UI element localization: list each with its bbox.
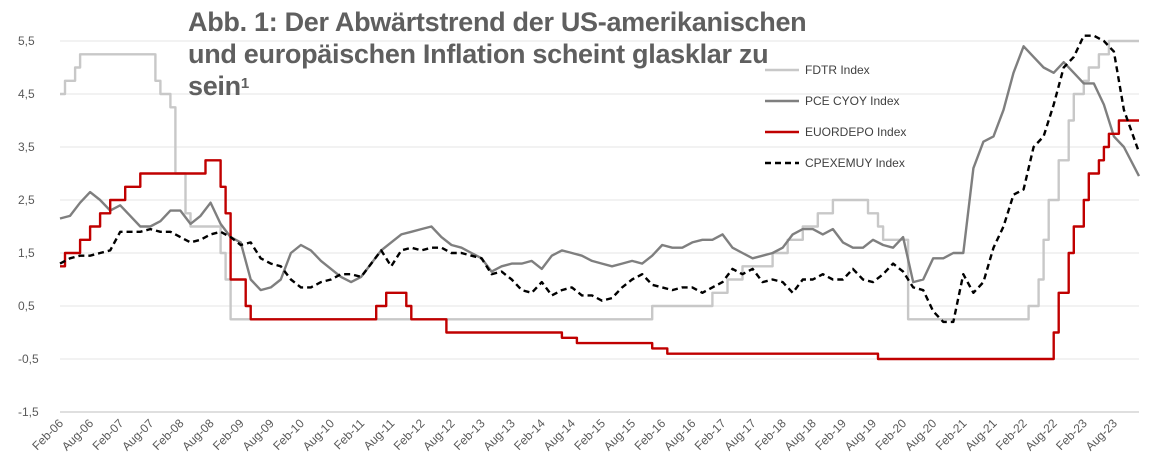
x-tick-label: Feb-16 — [632, 416, 669, 453]
x-tick-label: Aug-22 — [1023, 416, 1060, 453]
y-tick-label: 4,5 — [18, 87, 35, 101]
y-tick-label: 3,5 — [18, 140, 35, 154]
x-tick-label: Aug-09 — [240, 416, 277, 453]
x-tick-label: Aug-21 — [962, 416, 999, 453]
x-tick-label: Aug-19 — [842, 416, 879, 453]
x-axis-ticks: Feb-06Aug-06Feb-07Aug-07Feb-08Aug-08Feb-… — [29, 416, 1120, 453]
series-line — [60, 119, 1139, 361]
y-axis-ticks: 5,5 4,5 3,5 2,5 1,5 0,5 -0,5 -1,5 — [18, 34, 39, 419]
x-tick-label: Aug-16 — [661, 416, 698, 453]
series-line — [60, 39, 1139, 321]
x-tick-label: Feb-13 — [451, 416, 488, 453]
x-tick-label: Feb-18 — [752, 416, 789, 453]
series-line — [59, 45, 1141, 292]
legend: FDTR Index PCE CYOY Index EUORDEPO Index CP… — [765, 63, 906, 170]
y-tick-label: -0,5 — [18, 352, 39, 366]
x-tick-label: Feb-23 — [1053, 416, 1090, 453]
x-tick-label: Feb-20 — [872, 416, 909, 453]
legend-label: PCE CYOY Index — [805, 94, 900, 108]
y-tick-label: 0,5 — [18, 299, 35, 313]
x-tick-label: Aug-07 — [119, 416, 156, 453]
x-tick-label: Aug-14 — [541, 416, 578, 453]
x-tick-label: Aug-23 — [1083, 416, 1120, 453]
y-tick-label: 5,5 — [18, 34, 35, 48]
x-tick-label: Aug-15 — [601, 416, 638, 453]
x-tick-label: Aug-10 — [300, 416, 337, 453]
x-tick-label: Feb-09 — [210, 416, 247, 453]
grid — [60, 40, 1139, 413]
x-tick-label: Aug-08 — [179, 416, 216, 453]
x-tick-label: Feb-08 — [150, 416, 187, 453]
chart-title: Abb. 1: Der Abwärtstrend der US-amerikan… — [188, 6, 828, 102]
chart-title-footnote: 1 — [240, 75, 249, 92]
x-tick-label: Feb-21 — [933, 416, 970, 453]
x-tick-label: Feb-06 — [29, 416, 66, 453]
x-tick-label: Aug-12 — [420, 416, 457, 453]
x-tick-label: Feb-19 — [812, 416, 849, 453]
x-tick-label: Feb-12 — [391, 416, 428, 453]
x-tick-label: Feb-15 — [571, 416, 608, 453]
x-tick-label: Aug-17 — [721, 416, 758, 453]
y-tick-label: -1,5 — [18, 405, 39, 419]
series-line — [59, 34, 1141, 324]
series-lines — [59, 34, 1141, 361]
y-tick-label: 1,5 — [18, 246, 35, 260]
chart-title-text: Abb. 1: Der Abwärtstrend der US-amerikan… — [188, 7, 807, 101]
legend-label: CPEXEMUY Index — [805, 156, 905, 170]
legend-label: EUORDEPO Index — [805, 125, 906, 139]
x-tick-label: Aug-11 — [361, 416, 398, 453]
x-tick-label: Feb-07 — [90, 416, 127, 453]
x-tick-label: Aug-06 — [59, 416, 96, 453]
x-tick-label: Aug-18 — [782, 416, 819, 453]
x-tick-label: Feb-14 — [511, 416, 548, 453]
x-tick-label: Feb-11 — [331, 416, 367, 452]
x-tick-label: Feb-17 — [692, 416, 729, 453]
x-tick-label: Feb-22 — [993, 416, 1030, 453]
y-tick-label: 2,5 — [18, 193, 35, 207]
x-tick-label: Aug-20 — [902, 416, 939, 453]
x-tick-label: Aug-13 — [481, 416, 518, 453]
x-tick-label: Feb-10 — [270, 416, 307, 453]
legend-label: FDTR Index — [805, 63, 870, 77]
